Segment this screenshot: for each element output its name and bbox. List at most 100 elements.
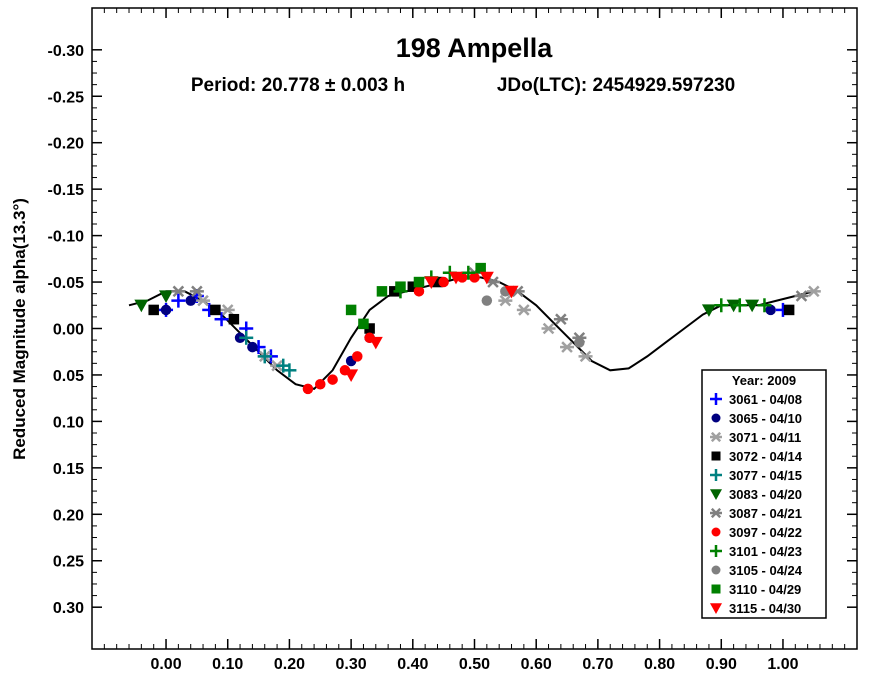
y-tick-label: -0.25	[48, 89, 85, 106]
legend-marker	[711, 413, 721, 423]
data-point	[732, 298, 747, 313]
marker-shape	[711, 565, 721, 575]
data-point	[134, 299, 149, 313]
marker-stroke	[499, 294, 512, 307]
data-point	[448, 271, 463, 285]
data-point	[228, 313, 240, 325]
data-point	[395, 281, 406, 292]
marker-stroke	[487, 276, 499, 288]
legend-marker	[711, 451, 721, 461]
data-point	[148, 304, 159, 316]
y-tick-label: -0.20	[48, 136, 85, 153]
x-tick-label: 0.70	[582, 656, 613, 673]
y-tick-label: 0.05	[53, 368, 84, 385]
marker-stroke	[542, 322, 555, 335]
data-point	[479, 271, 494, 285]
x-tick-label: 0.10	[212, 656, 243, 673]
legend-items: 3061 - 04/08 3065 - 04/10 3071 - 04/11 3072…	[710, 392, 803, 616]
x-tick-label: 0.50	[459, 656, 490, 673]
marker-shape	[765, 304, 776, 316]
marker-shape	[711, 451, 721, 461]
data-point	[504, 285, 519, 299]
marker-shape	[711, 413, 721, 423]
data-point	[757, 298, 772, 313]
marker-shape	[504, 285, 519, 299]
marker-shape	[247, 341, 258, 353]
y-tick-label: 0.25	[53, 554, 84, 571]
data-point	[806, 285, 821, 298]
data-point	[185, 295, 196, 306]
data-point	[701, 304, 716, 317]
data-point	[541, 322, 556, 335]
data-point	[516, 304, 531, 316]
marker-shape	[432, 276, 443, 288]
marker-shape	[711, 527, 721, 537]
data-point	[783, 304, 795, 316]
y-tick-label: 0.15	[53, 461, 84, 478]
data-point	[352, 351, 363, 362]
data-point	[189, 285, 204, 298]
marker-shape	[407, 281, 419, 292]
marker-shape	[376, 286, 388, 297]
marker-stroke	[710, 431, 722, 443]
y-tick-label: -0.15	[48, 182, 85, 199]
legend-marker	[710, 431, 722, 443]
legend-marker	[710, 489, 722, 500]
data-point	[413, 276, 425, 288]
legend-label: 3087 - 04/21	[729, 506, 802, 521]
data-point	[765, 304, 776, 316]
data-point	[368, 336, 383, 350]
legend: Year: 2009 3061 - 04/08 3065 - 04/10 3071 …	[701, 369, 827, 619]
marker-shape	[364, 323, 375, 334]
data-point	[302, 383, 314, 395]
x-tick-label: 0.60	[521, 656, 552, 673]
data-point	[257, 349, 272, 364]
data-point	[220, 304, 235, 316]
marker-shape	[344, 369, 359, 382]
legend-label: 3072 - 04/14	[729, 449, 803, 464]
y-tick-label: 0.20	[53, 507, 84, 524]
marker-shape	[574, 337, 585, 348]
legend-label: 3065 - 04/10	[729, 411, 802, 426]
data-point	[438, 276, 449, 288]
marker-stroke	[710, 507, 722, 519]
data-points	[134, 262, 821, 395]
data-point	[481, 295, 493, 306]
legend-label: 3061 - 04/08	[729, 392, 802, 407]
legend-marker	[710, 393, 722, 405]
marker-shape	[148, 304, 159, 316]
marker-shape	[479, 271, 494, 285]
marker-shape	[345, 304, 357, 316]
data-point	[745, 299, 760, 313]
legend-label: 3071 - 04/11	[729, 430, 801, 445]
marker-shape	[448, 271, 463, 285]
data-point	[424, 276, 439, 290]
marker-stroke	[795, 290, 808, 302]
marker-shape	[160, 304, 172, 316]
legend-marker	[711, 527, 721, 537]
marker-shape	[475, 262, 486, 274]
marker-shape	[711, 584, 721, 594]
data-point	[461, 265, 476, 280]
marker-stroke	[579, 350, 592, 363]
data-point	[553, 313, 568, 325]
marker-shape	[710, 489, 722, 500]
data-point	[432, 276, 443, 288]
marker-stroke	[808, 285, 820, 298]
marker-stroke	[555, 313, 567, 325]
data-point	[714, 298, 729, 313]
marker-stroke	[518, 304, 530, 316]
marker-shape	[469, 272, 480, 283]
data-point	[407, 281, 419, 292]
x-tick-label: 0.20	[274, 656, 305, 673]
marker-shape	[710, 603, 722, 614]
data-point	[364, 323, 375, 334]
data-point	[376, 286, 388, 297]
marker-stroke	[197, 294, 209, 307]
marker-shape	[395, 281, 406, 292]
marker-shape	[185, 295, 196, 306]
data-point	[315, 378, 326, 390]
legend-box	[701, 369, 827, 619]
marker-shape	[424, 276, 439, 290]
legend-label: 3110 - 04/29	[729, 582, 801, 597]
